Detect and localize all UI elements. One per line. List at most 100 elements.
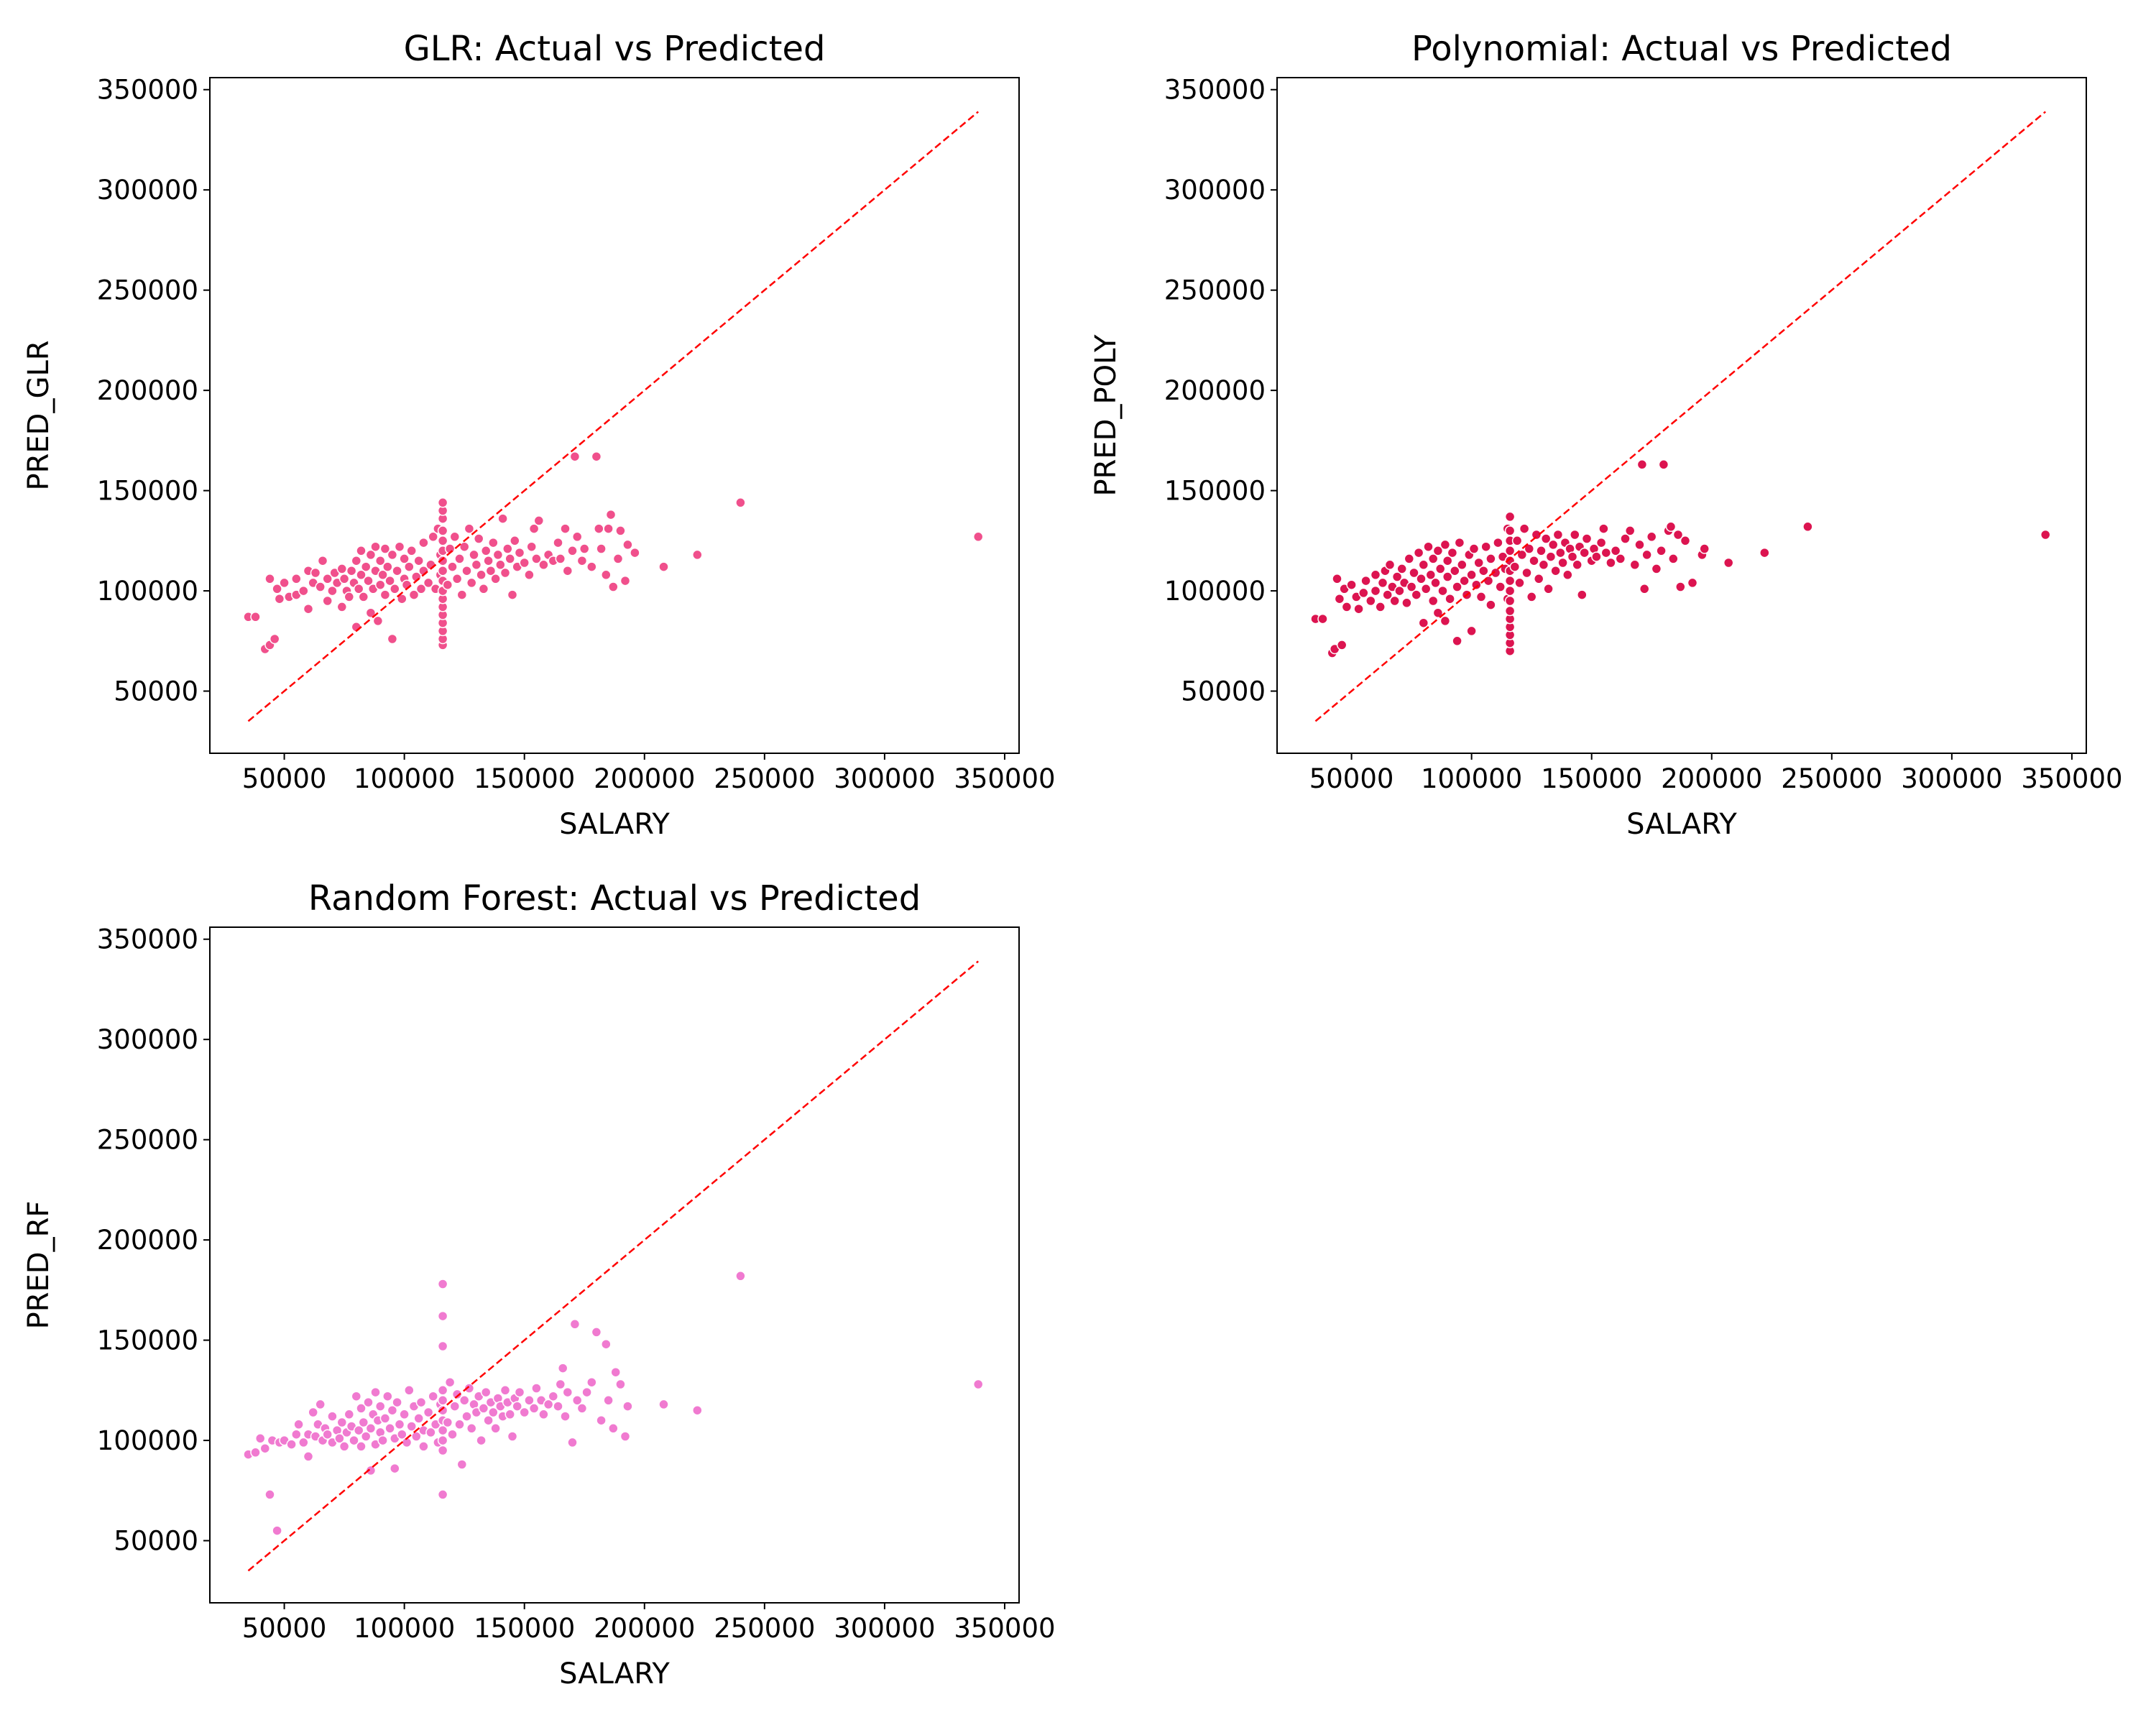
scatter-point (322, 574, 333, 584)
scatter-point (264, 1489, 275, 1500)
scatter-point (1450, 565, 1460, 576)
scatter-point (437, 1489, 448, 1500)
scatter-point (553, 1401, 563, 1412)
scatter-points (1310, 459, 2051, 658)
x-tick-label: 300000 (834, 763, 935, 794)
scatter-point (1600, 547, 1612, 558)
scatter-point (406, 1421, 417, 1432)
scatter-point (1543, 584, 1554, 594)
scatter-point (466, 577, 477, 589)
scatter-point (365, 549, 377, 561)
x-tick-label: 250000 (714, 1613, 815, 1644)
scatter-point (442, 1417, 453, 1428)
scatter-point (1382, 589, 1393, 600)
scatter-point (254, 1433, 266, 1444)
scatter-point (557, 1363, 568, 1374)
scatter-point (562, 565, 573, 576)
scatter-point (514, 547, 525, 558)
scatter-point (454, 553, 465, 564)
scatter-point (1334, 593, 1345, 604)
scatter-point (370, 1386, 381, 1398)
scatter-point (533, 515, 545, 526)
scatter-point (538, 1409, 549, 1420)
chart-panel-2: 50000 100000 150000 200000 250000 300000 35000… (1089, 29, 2123, 841)
scatter-point (1353, 603, 1364, 615)
scatter-point (488, 537, 499, 548)
scatter-point (1620, 533, 1631, 544)
scatter-point (1432, 546, 1444, 556)
scatter-point (387, 1404, 398, 1416)
scatter-point (1439, 539, 1451, 551)
scatter-point (349, 1435, 359, 1446)
x-tick-label: 300000 (834, 1613, 935, 1644)
scatter-point (356, 546, 367, 556)
scatter-point (514, 1386, 525, 1398)
scatter-point (394, 1419, 405, 1430)
scatter-point (461, 565, 472, 576)
scatter-point (363, 1397, 374, 1408)
scatter-point (576, 1403, 588, 1414)
y-tick-label: 250000 (1164, 275, 1266, 306)
scatter-point (356, 1403, 367, 1414)
scatter-point (322, 595, 333, 607)
scatter-point (365, 607, 377, 618)
scatter-point (370, 541, 381, 552)
scatter-point (413, 1413, 424, 1424)
scatter-point (591, 451, 602, 462)
scatter-point (1759, 547, 1770, 558)
scatter-point (1370, 585, 1381, 597)
scatter-point (497, 513, 508, 524)
chart-title: Polynomial: Actual vs Predicted (1411, 29, 1952, 69)
scatter-point (1427, 553, 1439, 564)
scatter-point (1547, 539, 1559, 551)
scatter-point (399, 553, 410, 564)
scatter-point (1370, 569, 1381, 581)
scatter-point (411, 1431, 422, 1442)
reference-line (1314, 111, 2046, 722)
scatter-point (1468, 543, 1480, 554)
scatter-point (464, 523, 475, 534)
chart-title: GLR: Actual vs Predicted (404, 29, 826, 69)
x-tick-label: 150000 (474, 763, 575, 794)
scatter-point (1595, 537, 1607, 548)
scatter-point (1394, 585, 1405, 597)
scatter-point (1636, 459, 1648, 470)
scatter-point (1377, 577, 1388, 589)
scatter-point (423, 1407, 434, 1418)
scatter-point (601, 569, 612, 581)
scatter-point (612, 553, 624, 564)
scatter-point (603, 1395, 614, 1406)
scatter-point (608, 1423, 619, 1434)
x-tick-label: 350000 (954, 763, 1055, 794)
x-tick-label: 150000 (474, 1613, 575, 1644)
scatter-point (303, 603, 314, 615)
scatter-point (437, 1395, 448, 1406)
scatter-point (492, 549, 504, 561)
scatter-point (1511, 535, 1523, 546)
y-tick-label: 150000 (97, 1325, 198, 1356)
scatter-point (408, 589, 420, 600)
scatter-point (581, 1386, 592, 1398)
scatter-point (1317, 613, 1328, 625)
scatter-point (336, 602, 348, 612)
scatter-point (374, 1401, 386, 1412)
scatter-point (524, 1395, 535, 1406)
scatter-point (415, 1397, 427, 1408)
scatter-point (476, 1435, 487, 1446)
scatter-point (377, 569, 388, 581)
scatter-point (567, 546, 578, 556)
scatter-point (1672, 529, 1684, 540)
x-tick-label: 350000 (2021, 763, 2122, 794)
scatter-point (560, 1411, 571, 1422)
scatter-point (488, 1407, 499, 1418)
scatter-point (397, 1429, 407, 1440)
scatter-point (605, 509, 617, 520)
scatter-point (1577, 589, 1588, 600)
scatter-point (610, 1366, 621, 1378)
scatter-point (510, 535, 520, 546)
scatter-point (413, 555, 424, 566)
scatter-point (1504, 511, 1516, 523)
x-tick-label: 200000 (1661, 763, 1762, 794)
scatter-point (392, 565, 402, 576)
